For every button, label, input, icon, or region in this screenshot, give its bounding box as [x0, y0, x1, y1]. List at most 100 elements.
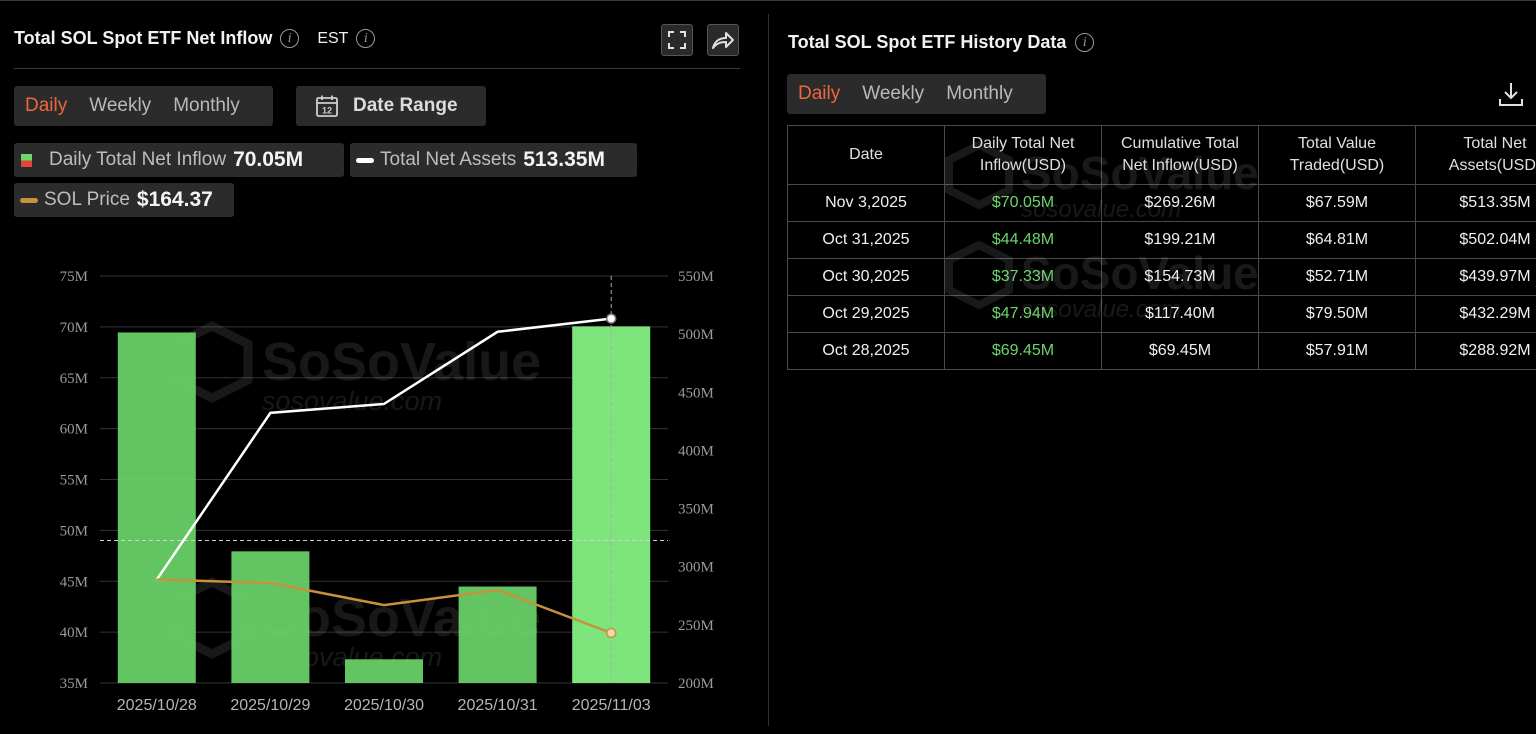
- share-button[interactable]: [707, 24, 739, 56]
- table-cell: $117.40M: [1101, 295, 1259, 333]
- table-cell: $432.29M: [1415, 295, 1536, 333]
- table-cell: $79.50M: [1258, 295, 1416, 333]
- table-cell: $269.26M: [1101, 184, 1259, 222]
- history-title-row: Total SOL Spot ETF History Data i: [788, 32, 1095, 53]
- table-cell: $52.71M: [1258, 258, 1416, 296]
- legend-price[interactable]: SOL Price $164.37: [14, 183, 234, 217]
- column-header-text: Date: [849, 146, 883, 163]
- legend-inflow[interactable]: Daily Total Net Inflow 70.05M: [14, 143, 344, 177]
- date-range-button[interactable]: 12 Date Range: [296, 86, 486, 126]
- table-header-row: Date Daily Total Net Inflow(USD) Cumulative…: [787, 125, 1536, 185]
- table-cell: $502.04M: [1415, 221, 1536, 259]
- left-axis-tick-label: 35M: [60, 676, 88, 692]
- net-assets-line: [155, 317, 612, 581]
- table-cell: $288.92M: [1415, 332, 1536, 370]
- timezone-label[interactable]: EST: [317, 29, 349, 47]
- x-axis-tick-label: 2025/11/03: [572, 697, 651, 714]
- tab-monthly[interactable]: Monthly: [946, 83, 1013, 104]
- fullscreen-icon: [668, 31, 686, 49]
- sol-price-point: [605, 627, 617, 639]
- calendar-day: 12: [322, 106, 332, 116]
- table-cell: $37.33M: [944, 258, 1102, 296]
- left-axis-tick-label: 60M: [60, 422, 88, 438]
- table-cell: $57.91M: [1258, 332, 1416, 370]
- left-axis-tick-label: 70M: [60, 320, 88, 336]
- column-header: Total Net Assets(USD): [1415, 125, 1536, 185]
- left-axis-tick-label: 55M: [60, 473, 88, 489]
- info-icon[interactable]: i: [280, 29, 300, 48]
- tab-daily[interactable]: Daily: [25, 95, 68, 116]
- left-axis-tick-label: 65M: [60, 371, 88, 387]
- table-row: Oct 29,2025 $47.94M $117.40M $79.50M $432.29…: [787, 295, 1536, 333]
- calendar-icon: 12: [316, 95, 338, 117]
- download-icon[interactable]: [1497, 80, 1525, 108]
- table-cell: Oct 28,2025: [787, 332, 945, 370]
- right-axis-tick-label: 200M: [678, 676, 714, 692]
- legend-inflow-label: Daily Total Net Inflow: [49, 149, 227, 170]
- legend-price-label: SOL Price: [44, 189, 130, 210]
- history-table: Date Daily Total Net Inflow(USD) Cumulative…: [787, 125, 1536, 370]
- column-header: Total Value Traded(USD): [1258, 125, 1416, 185]
- right-axis-tick-label: 550M: [678, 269, 714, 285]
- table-cell: $199.21M: [1101, 221, 1259, 259]
- table-cell: Oct 30,2025: [787, 258, 945, 296]
- history-title: Total SOL Spot ETF History Data: [788, 32, 1067, 52]
- table-cell: $439.97M: [1415, 258, 1536, 296]
- right-axis-tick-label: 350M: [678, 502, 714, 518]
- column-header-text: Traded(USD): [1289, 157, 1385, 174]
- title-divider: [14, 68, 740, 69]
- table-row: Nov 3,2025 $70.05M $269.26M $67.59M $513.35M: [787, 184, 1536, 222]
- legend-inflow-value: 70.05M: [233, 148, 304, 171]
- line-swatch-icon: [356, 157, 374, 163]
- net-assets-point: [605, 313, 617, 324]
- column-header: Date: [787, 125, 945, 185]
- right-axis-tick-label: 450M: [678, 385, 714, 401]
- table-cell: Nov 3,2025: [787, 184, 945, 222]
- column-header-text: Daily Total Net: [971, 135, 1075, 152]
- table-cell: $154.73M: [1101, 258, 1259, 296]
- inflow-chart[interactable]: SoSoValuesosovalue.comSoSoValuesosovalue…: [0, 0, 760, 734]
- inflow-bar: [231, 551, 310, 683]
- table-cell: Oct 29,2025: [787, 295, 945, 333]
- info-icon[interactable]: i: [1075, 33, 1095, 52]
- x-axis-tick-label: 2025/10/29: [230, 697, 310, 714]
- tab-daily[interactable]: Daily: [798, 83, 841, 104]
- table-cell: Oct 31,2025: [787, 221, 945, 259]
- sol-price-line: [156, 578, 612, 635]
- column-header-text: Cumulative Total: [1121, 135, 1239, 152]
- right-axis-tick-label: 300M: [678, 560, 714, 576]
- table-cell: $70.05M: [944, 184, 1102, 222]
- table-cell: $44.48M: [944, 221, 1102, 259]
- inflow-period-tabs: Daily Weekly Monthly: [14, 86, 273, 126]
- left-axis-tick-label: 40M: [60, 625, 88, 641]
- inflow-bar: [117, 332, 196, 683]
- table-cell: $69.45M: [944, 332, 1102, 370]
- inflow-title-row: Total SOL Spot ETF Net Inflow i EST i: [14, 28, 376, 49]
- legend-assets-label: Total Net Assets: [380, 149, 517, 170]
- x-axis-tick-label: 2025/10/28: [117, 697, 197, 714]
- column-header-text: Assets(USD): [1448, 157, 1536, 174]
- table-row: Oct 28,2025 $69.45M $69.45M $57.91M $288.92M: [787, 332, 1536, 370]
- fullscreen-button[interactable]: [661, 24, 693, 56]
- table-cell: $69.45M: [1101, 332, 1259, 370]
- legend-assets-value: 513.35M: [523, 148, 605, 171]
- inflow-bar: [345, 659, 423, 683]
- left-axis-tick-label: 45M: [60, 574, 88, 590]
- legend-assets[interactable]: Total Net Assets 513.35M: [350, 143, 637, 177]
- left-axis-tick-label: 75M: [60, 269, 88, 285]
- tab-weekly[interactable]: Weekly: [89, 95, 152, 116]
- history-table-wrap: SoSoValue sosovalue.com SoSoValue sosovalue…: [787, 125, 1536, 370]
- tab-weekly[interactable]: Weekly: [862, 83, 925, 104]
- bar-swatch-icon: [21, 153, 32, 167]
- inflow-title: Total SOL Spot ETF Net Inflow: [14, 28, 273, 48]
- watermark-brand: SoSoValue: [262, 332, 541, 392]
- column-header-text: Net Inflow(USD): [1122, 157, 1238, 174]
- info-icon[interactable]: i: [356, 29, 376, 48]
- tab-monthly[interactable]: Monthly: [173, 95, 240, 116]
- top-border: [0, 0, 1536, 1]
- right-axis-tick-label: 500M: [678, 327, 714, 343]
- left-axis-tick-label: 50M: [60, 523, 88, 539]
- table-row: Oct 30,2025 $37.33M $154.73M $52.71M $439.97…: [787, 258, 1536, 296]
- legend-price-value: $164.37: [136, 188, 213, 211]
